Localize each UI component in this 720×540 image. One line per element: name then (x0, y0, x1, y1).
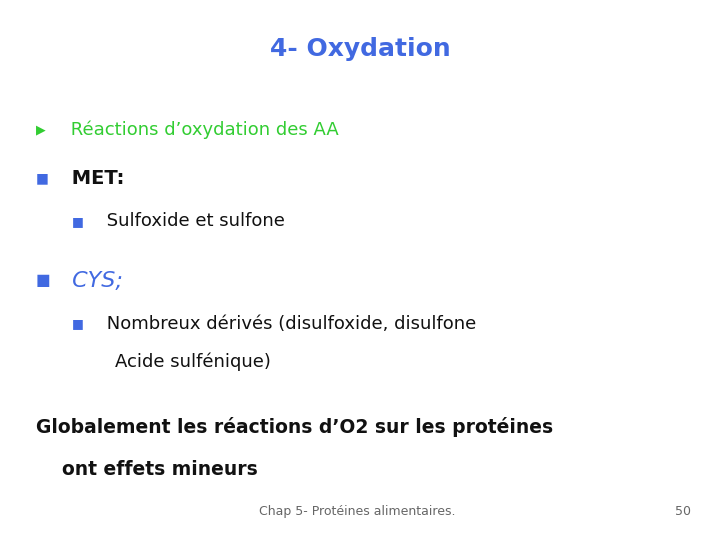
Text: ■: ■ (72, 318, 84, 330)
Text: Nombreux dérivés (disulfoxide, disulfone: Nombreux dérivés (disulfoxide, disulfone (101, 315, 476, 333)
Text: ▶: ▶ (36, 123, 46, 136)
Text: Acide sulfénique): Acide sulfénique) (115, 353, 271, 371)
Text: Chap 5- Protéines alimentaires.: Chap 5- Protéines alimentaires. (259, 505, 456, 518)
Text: Sulfoxide et sulfone: Sulfoxide et sulfone (101, 212, 284, 231)
Text: MET:: MET: (65, 168, 124, 188)
Text: 50: 50 (675, 505, 691, 518)
Text: ont effets mineurs: ont effets mineurs (36, 460, 258, 480)
Text: Réactions d’oxydation des AA: Réactions d’oxydation des AA (65, 120, 338, 139)
Text: 4- Oxydation: 4- Oxydation (269, 37, 451, 60)
Text: ■: ■ (36, 273, 50, 288)
Text: ■: ■ (36, 171, 49, 185)
Text: Globalement les réactions d’O2 sur les protéines: Globalement les réactions d’O2 sur les p… (36, 416, 553, 437)
Text: CYS;: CYS; (65, 271, 122, 291)
Text: ■: ■ (72, 215, 84, 228)
